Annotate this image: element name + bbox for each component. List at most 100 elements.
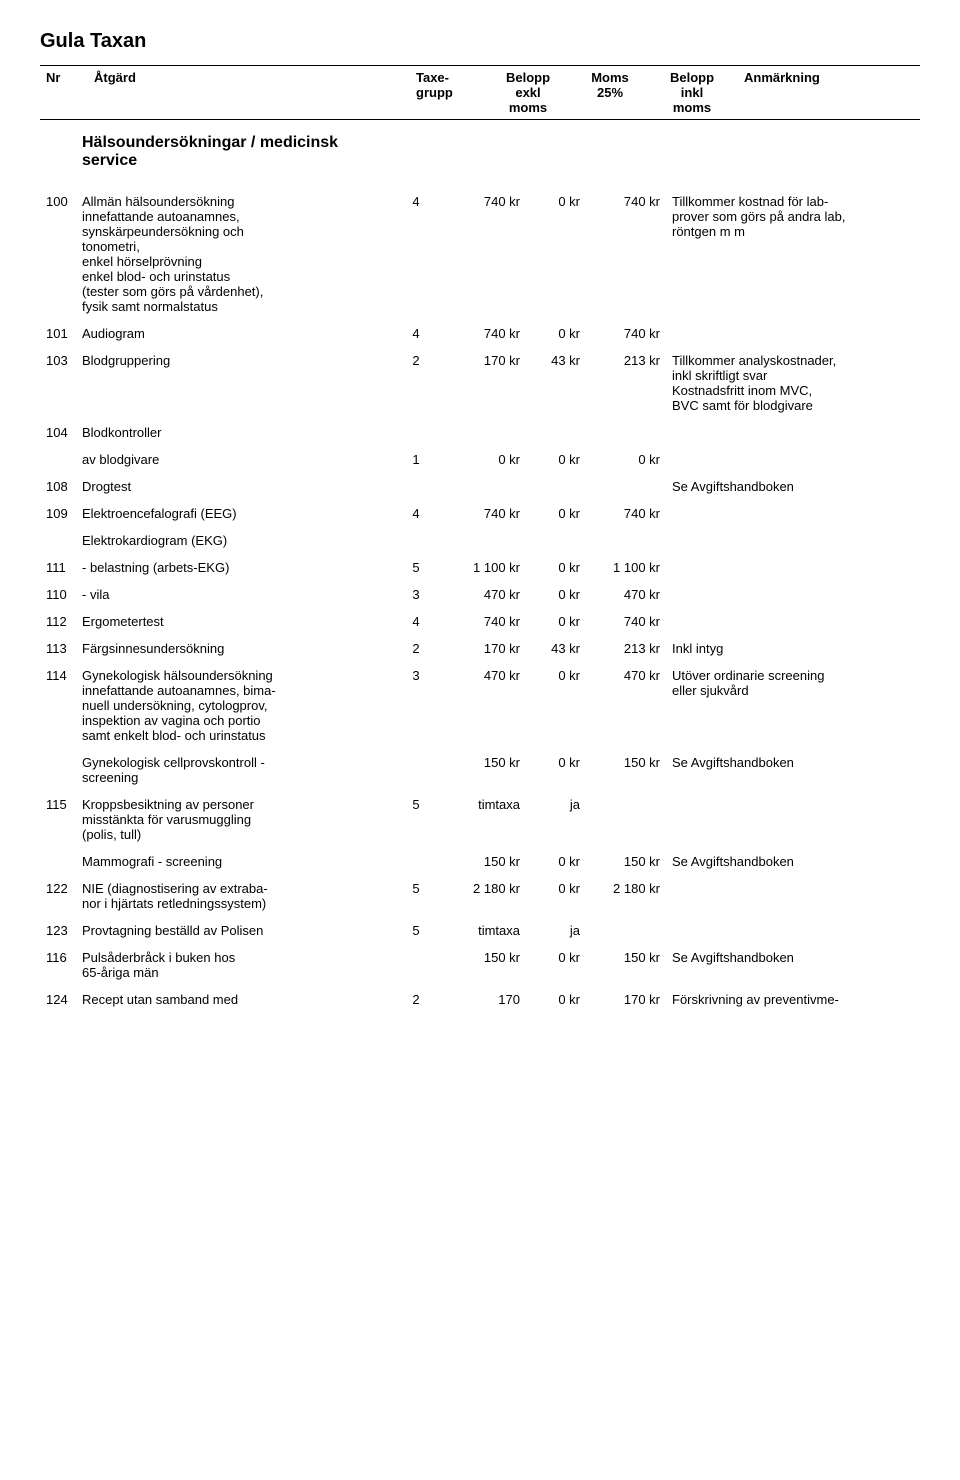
cell-nr: 124 — [40, 992, 76, 1007]
cell-moms: 0 kr — [526, 506, 586, 521]
cell-grupp: 4 — [386, 506, 446, 521]
cell-inkl: 170 kr — [586, 992, 666, 1007]
cell-atgard: Ergometertest — [76, 614, 386, 629]
cell-exkl: 150 kr — [446, 854, 526, 869]
cell-exkl: 2 180 kr — [446, 881, 526, 896]
cell-inkl: 213 kr — [586, 641, 666, 656]
table-row: 101Audiogram4740 kr0 kr740 kr — [40, 320, 920, 347]
cell-exkl: 170 kr — [446, 353, 526, 368]
cell-inkl: 213 kr — [586, 353, 666, 368]
cell-moms: ja — [526, 797, 586, 812]
cell-exkl: 470 kr — [446, 668, 526, 683]
col-inkl-mid: inkl — [652, 85, 732, 100]
col-inkl-top: Belopp — [652, 70, 732, 85]
cell-inkl: 0 kr — [586, 452, 666, 467]
cell-exkl: 470 kr — [446, 587, 526, 602]
cell-grupp: 3 — [386, 668, 446, 683]
table-row: 112Ergometertest4740 kr0 kr740 kr — [40, 608, 920, 635]
cell-inkl: 740 kr — [586, 326, 666, 341]
table-row: 113Färgsinnesundersökning2170 kr43 kr213… — [40, 635, 920, 662]
cell-anm: Se Avgiftshandboken — [666, 950, 920, 965]
cell-moms: 0 kr — [526, 587, 586, 602]
cell-moms: 0 kr — [526, 560, 586, 575]
cell-nr: 114 — [40, 668, 76, 683]
col-grupp-top: Taxe- — [416, 70, 476, 85]
cell-exkl: 740 kr — [446, 506, 526, 521]
table-row: 124Recept utan samband med21700 kr170 kr… — [40, 986, 920, 1013]
cell-moms: 0 kr — [526, 614, 586, 629]
cell-nr: 123 — [40, 923, 76, 938]
cell-atgard: Recept utan samband med — [76, 992, 386, 1007]
cell-nr: 108 — [40, 479, 76, 494]
col-moms-bot: 25% — [580, 85, 640, 100]
cell-anm: Inkl intyg — [666, 641, 920, 656]
cell-grupp: 4 — [386, 194, 446, 209]
cell-exkl: timtaxa — [446, 923, 526, 938]
cell-atgard: Pulsåderbråck i buken hos 65-åriga män — [76, 950, 386, 980]
cell-inkl: 740 kr — [586, 194, 666, 209]
cell-anm: Förskrivning av preventivme- — [666, 992, 920, 1007]
cell-grupp: 2 — [386, 641, 446, 656]
cell-atgard: Allmän hälsoundersökning innefattande au… — [76, 194, 386, 314]
cell-nr: 111 — [40, 560, 76, 575]
cell-moms: 0 kr — [526, 950, 586, 965]
cell-atgard: Färgsinnesundersökning — [76, 641, 386, 656]
col-grupp-bot: grupp — [416, 85, 476, 100]
cell-atgard: Gynekologisk cellprovskontroll - screeni… — [76, 755, 386, 785]
table-row: Elektrokardiogram (EKG) — [40, 527, 920, 554]
cell-inkl: 470 kr — [586, 668, 666, 683]
table-row: 104Blodkontroller — [40, 419, 920, 446]
table-row: 111- belastning (arbets-EKG)51 100 kr0 k… — [40, 554, 920, 581]
cell-moms: 0 kr — [526, 755, 586, 770]
cell-nr: 104 — [40, 425, 76, 440]
cell-grupp: 3 — [386, 587, 446, 602]
cell-grupp: 5 — [386, 923, 446, 938]
cell-atgard: - belastning (arbets-EKG) — [76, 560, 386, 575]
cell-nr: 115 — [40, 797, 76, 812]
cell-exkl: 740 kr — [446, 194, 526, 209]
section-title: Hälsoundersökningar / medicinsk service — [82, 134, 380, 170]
cell-grupp: 4 — [386, 326, 446, 341]
cell-inkl: 740 kr — [586, 506, 666, 521]
cell-grupp: 1 — [386, 452, 446, 467]
table-row: 114Gynekologisk hälsoundersökning innefa… — [40, 662, 920, 749]
cell-nr: 100 — [40, 194, 76, 209]
col-moms-top: Moms — [580, 70, 640, 85]
cell-grupp: 5 — [386, 797, 446, 812]
cell-inkl: 2 180 kr — [586, 881, 666, 896]
cell-anm: Se Avgiftshandboken — [666, 854, 920, 869]
table-row: 109Elektroencefalografi (EEG)4740 kr0 kr… — [40, 500, 920, 527]
cell-nr: 103 — [40, 353, 76, 368]
cell-nr: 109 — [40, 506, 76, 521]
cell-grupp: 5 — [386, 881, 446, 896]
cell-atgard: av blodgivare — [76, 452, 386, 467]
cell-inkl: 150 kr — [586, 950, 666, 965]
cell-inkl: 150 kr — [586, 854, 666, 869]
cell-moms: ja — [526, 923, 586, 938]
cell-atgard: Mammografi - screening — [76, 854, 386, 869]
cell-atgard: Kroppsbesiktning av personer misstänkta … — [76, 797, 386, 842]
table-row: 122NIE (diagnostisering av extraba- nor … — [40, 875, 920, 917]
cell-anm: Tillkommer kostnad för lab- prover som g… — [666, 194, 920, 239]
table-row: 100Allmän hälsoundersökning innefattande… — [40, 188, 920, 320]
col-inkl: Belopp inkl moms — [646, 66, 738, 120]
cell-exkl: 170 kr — [446, 641, 526, 656]
cell-atgard: Drogtest — [76, 479, 386, 494]
table-row: 110- vila3470 kr0 kr470 kr — [40, 581, 920, 608]
cell-grupp: 2 — [386, 353, 446, 368]
cell-moms: 0 kr — [526, 881, 586, 896]
cell-exkl: 170 — [446, 992, 526, 1007]
table-row: 123Provtagning beställd av Polisen5timta… — [40, 917, 920, 944]
cell-atgard: Provtagning beställd av Polisen — [76, 923, 386, 938]
col-nr: Nr — [40, 66, 88, 120]
cell-exkl: 0 kr — [446, 452, 526, 467]
cell-inkl: 150 kr — [586, 755, 666, 770]
cell-atgard: Elektrokardiogram (EKG) — [76, 533, 386, 548]
table-row: Gynekologisk cellprovskontroll - screeni… — [40, 749, 920, 791]
cell-nr: 110 — [40, 587, 76, 602]
cell-exkl: 150 kr — [446, 755, 526, 770]
col-exkl: Belopp exkl moms — [482, 66, 574, 120]
cell-moms: 0 kr — [526, 992, 586, 1007]
col-anm: Anmärkning — [738, 66, 920, 120]
column-header-table: Nr Åtgärd Taxe- grupp Belopp exkl moms M… — [40, 65, 920, 120]
